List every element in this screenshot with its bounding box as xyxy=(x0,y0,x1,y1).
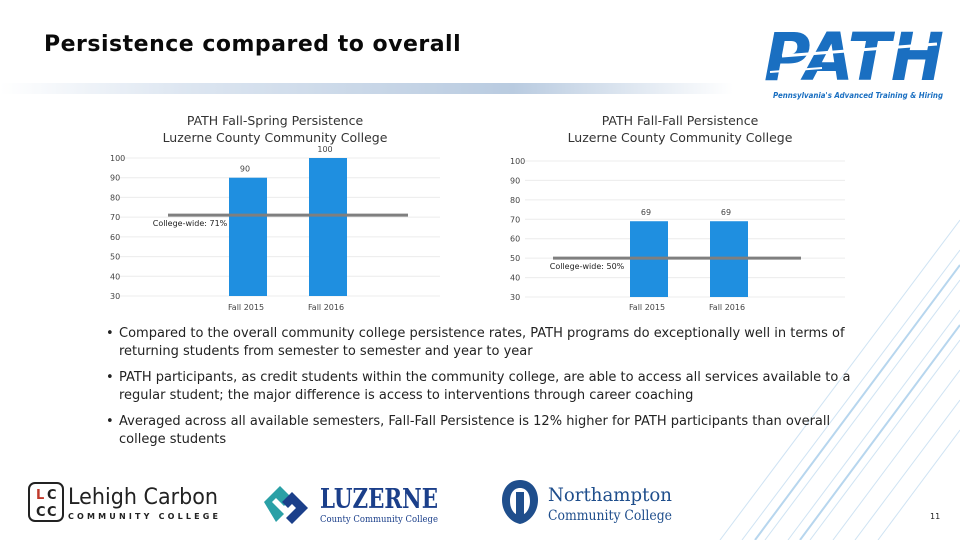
x-tick-label: Fall 2015 xyxy=(629,303,665,312)
chart-subtitle: Luzerne County Community College xyxy=(162,130,388,145)
chart-title: PATH Fall-Spring Persistence xyxy=(186,113,364,128)
lehigh-initial: C xyxy=(36,505,46,520)
data-label: 69 xyxy=(641,208,651,217)
y-tick-label: 40 xyxy=(110,272,120,281)
bullet-item: Compared to the overall community colleg… xyxy=(106,325,866,361)
y-tick-label: 30 xyxy=(110,292,120,301)
x-tick-label: Fall 2015 xyxy=(228,303,264,312)
y-tick-label: 40 xyxy=(510,274,520,283)
y-tick-label: 60 xyxy=(110,233,120,242)
y-tick-label: 100 xyxy=(510,157,525,166)
path-logo-tagline: Pennsylvania's Advanced Training & Hirin… xyxy=(773,91,944,100)
y-tick-label: 90 xyxy=(510,176,520,185)
bullet-item: Averaged across all available semesters,… xyxy=(106,413,866,449)
path-logo: PATH Pennsylvania's Advanced Training & … xyxy=(764,19,944,100)
bar xyxy=(309,158,347,296)
y-tick-label: 70 xyxy=(110,213,120,222)
lehigh-carbon-logo: L C C C Lehigh Carbon COMMUNITY COLLEGE xyxy=(28,482,218,522)
x-tick-label: Fall 2016 xyxy=(709,303,745,312)
lehigh-subtitle: COMMUNITY COLLEGE xyxy=(68,512,218,521)
northampton-subtitle: Community College xyxy=(548,508,672,524)
lehigh-initial: C xyxy=(47,505,57,520)
slide-title: Persistence compared to overall xyxy=(44,32,462,57)
luzerne-logo: LUZERNE County Community College xyxy=(264,484,438,525)
bullet-list: Compared to the overall community colleg… xyxy=(106,325,866,457)
title-underline-bar xyxy=(0,83,733,94)
y-tick-label: 100 xyxy=(110,154,125,163)
y-tick-label: 80 xyxy=(110,193,120,202)
chart-fall-spring: PATH Fall-Spring Persistence Luzerne Cou… xyxy=(100,110,450,315)
page-number: 11 xyxy=(930,512,941,521)
chart-subtitle: Luzerne County Community College xyxy=(567,130,793,145)
reference-line-label: College-wide: 71% xyxy=(153,219,228,228)
luzerne-name: LUZERNE xyxy=(320,484,438,515)
y-tick-label: 30 xyxy=(510,293,520,302)
y-tick-label: 90 xyxy=(110,174,120,183)
northampton-logo: Northampton Community College xyxy=(502,480,672,524)
y-tick-label: 60 xyxy=(510,235,520,244)
chart-fall-fall: PATH Fall-Fall Persistence Luzerne Count… xyxy=(505,110,855,315)
y-tick-label: 50 xyxy=(110,253,120,262)
lehigh-initial: L xyxy=(36,488,44,503)
chart-plot-fall-spring: 30 40 50 60 70 80 90 100 90 Fall 2015 100 Fall 2016… xyxy=(110,145,440,312)
y-tick-label: 70 xyxy=(510,215,520,224)
data-label: 69 xyxy=(721,208,731,217)
bar xyxy=(229,177,267,296)
data-label: 90 xyxy=(240,165,250,174)
reference-line-label: College-wide: 50% xyxy=(550,262,625,271)
chart-title: PATH Fall-Fall Persistence xyxy=(601,113,759,128)
y-tick-label: 50 xyxy=(510,254,520,263)
bullet-item: PATH participants, as credit students wi… xyxy=(106,369,866,405)
data-label: 100 xyxy=(317,145,332,154)
y-tick-label: 80 xyxy=(510,196,520,205)
lehigh-name: Lehigh Carbon xyxy=(68,485,218,510)
x-tick-label: Fall 2016 xyxy=(308,303,344,312)
northampton-name: Northampton xyxy=(548,484,672,506)
path-logo-word: PATH xyxy=(764,19,944,96)
chart-plot-fall-fall: 30 40 50 60 70 80 90 100 69 Fall 2015 69 Fall 2016 C… xyxy=(510,157,845,312)
luzerne-subtitle: County Community College xyxy=(320,514,438,525)
lehigh-initial: C xyxy=(47,488,57,503)
